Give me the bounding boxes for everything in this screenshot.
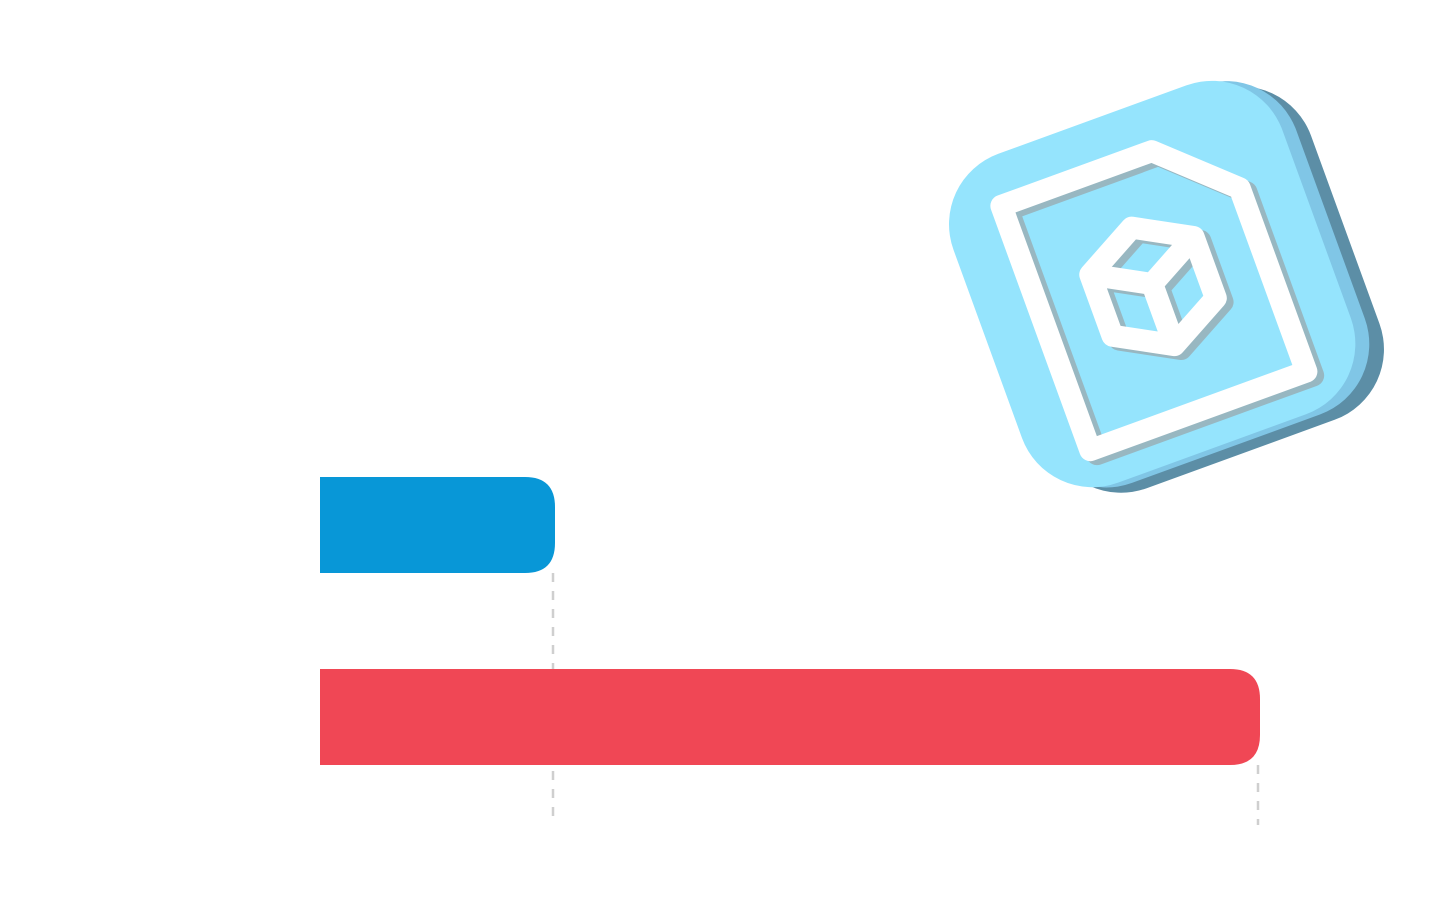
icon-glyph	[990, 140, 1325, 466]
bars	[320, 477, 1260, 765]
icon	[949, 80, 1384, 493]
bar	[320, 477, 555, 573]
bar	[320, 669, 1260, 765]
